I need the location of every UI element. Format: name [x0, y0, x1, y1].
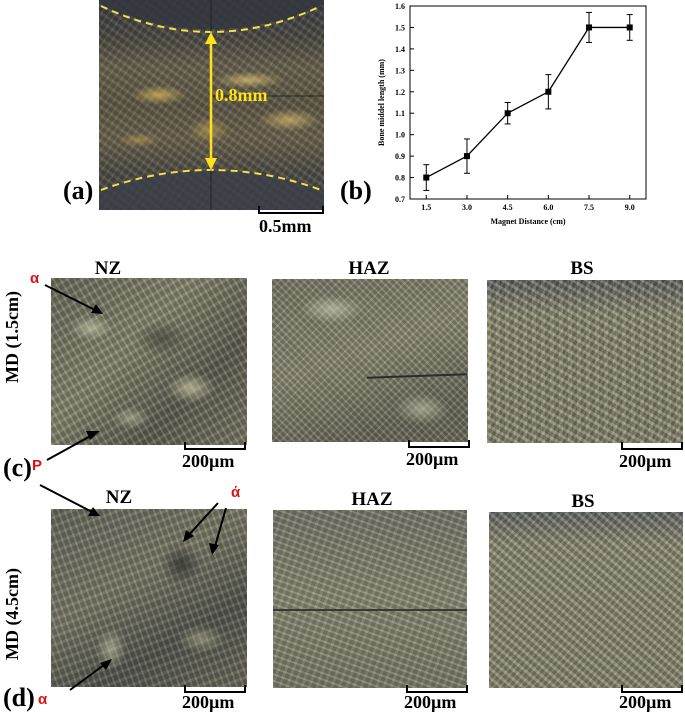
measure-label: 0.8mm: [215, 85, 268, 105]
scalebar-d-nz-label: 200µm: [182, 692, 235, 712]
label-alpha-c: α: [30, 270, 40, 287]
panel-d-label: (d): [3, 683, 35, 712]
y-tick-label: 1.4: [395, 45, 405, 54]
y-tick-label: 1.2: [395, 88, 405, 97]
scalebar-d-nz: [184, 691, 246, 693]
micrograph-d-nz: [51, 509, 247, 687]
label-alpha-d: α: [38, 691, 48, 708]
scalebar-d-bs: [621, 691, 683, 693]
scalebar-a-label: 0.5mm: [259, 216, 312, 236]
x-tick-label: 7.5: [584, 203, 594, 212]
header-c-bs: BS: [570, 258, 594, 279]
data-point: [423, 174, 430, 181]
y-axis-label: Bone middel length (mm): [377, 59, 386, 146]
panel-a-label: (a): [63, 176, 94, 205]
data-point: [586, 24, 593, 31]
data-point: [463, 153, 470, 160]
y-tick-label: 1.5: [395, 23, 405, 32]
micrograph-c-bs: [487, 280, 683, 443]
header-d-haz: HAZ: [351, 489, 393, 510]
scalebar-c-haz-label: 200µm: [406, 449, 459, 469]
x-tick-label: 1.5: [421, 203, 431, 212]
series-line: [425, 26, 630, 179]
scalebar-c-nz: [184, 448, 246, 450]
micrograph-d-haz: [273, 510, 467, 688]
label-alpha-prime-d: ά: [231, 484, 241, 501]
plot-frame: [409, 5, 647, 200]
y-tick-label: 0.9: [395, 152, 405, 161]
x-axis-label: Magnet Distance (cm): [490, 217, 565, 226]
scalebar-c-haz: [408, 446, 470, 448]
scalebar-d-haz-label: 200µm: [404, 692, 457, 712]
y-tick-label: 1.1: [395, 109, 405, 118]
data-point: [626, 24, 633, 31]
micrograph-bone-a: 0.8mm: [99, 0, 324, 210]
scalebar-d-bs-label: 200µm: [619, 692, 672, 712]
scalebar-c-bs: [621, 448, 683, 450]
panel-c-label: (c): [3, 453, 32, 482]
y-tick-label: 0.7: [395, 195, 405, 204]
scalebar-a: [258, 212, 324, 214]
label-p-c: P: [32, 457, 43, 474]
micrograph-c-haz: [272, 279, 468, 442]
scalebar-c-bs-label: 200µm: [619, 451, 672, 471]
header-d-nz: NZ: [105, 487, 133, 508]
y-tick-label: 1.0: [395, 131, 405, 140]
data-point: [504, 110, 511, 117]
annotation-arrows-d: [39, 484, 227, 691]
micrograph-d-bs: [489, 512, 683, 688]
panel-b-label: (b): [340, 176, 372, 205]
y-tick-label: 1.6: [395, 2, 405, 11]
x-tick-label: 3.0: [462, 203, 472, 212]
y-tick-label: 1.3: [395, 66, 405, 75]
x-tick-label: 4.5: [503, 203, 513, 212]
line-chart-bone-length: 0.7 0.8 0.9 1.0 1.1 1.2 1.3 1.4 1.5 1.6 1.5 3.0 4.5 6…: [377, 2, 647, 226]
x-tick-label: 9.0: [625, 203, 635, 212]
header-c-nz: NZ: [94, 258, 122, 279]
annotation-arrows-c: [44, 284, 103, 461]
header-c-haz: HAZ: [348, 258, 390, 279]
scalebar-c-nz-label: 200µm: [182, 451, 235, 471]
scalebar-d-haz: [406, 691, 468, 693]
header-d-bs: BS: [571, 491, 595, 512]
x-tick-label: 6.0: [543, 203, 553, 212]
data-point: [545, 88, 552, 95]
micrograph-c-nz: [51, 278, 247, 445]
y-tick-label: 0.8: [395, 174, 405, 183]
